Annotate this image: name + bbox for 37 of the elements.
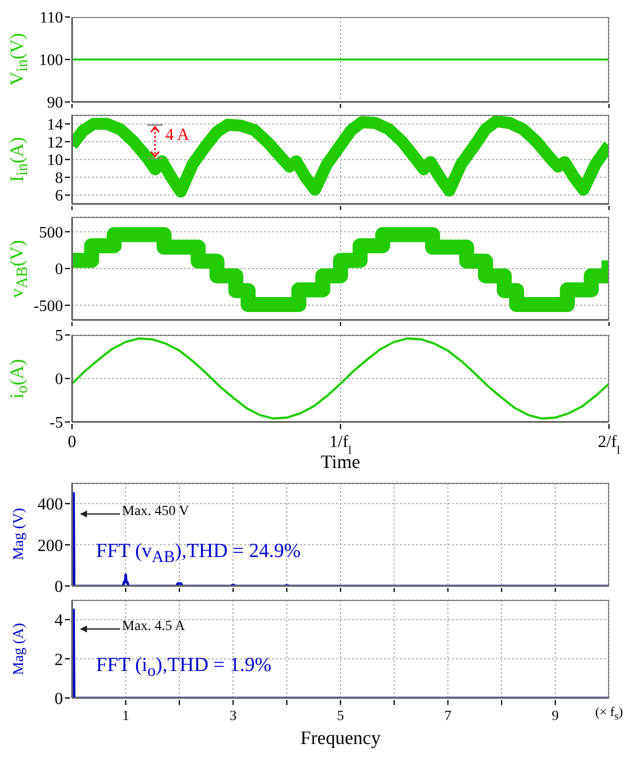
y-tick-label: 2 [54, 650, 63, 669]
annotation: 4 A [165, 124, 190, 144]
y-axis-title: Mag (V) [10, 508, 26, 561]
x-tick-label: 1 [122, 709, 130, 724]
annotation: FFT (i$_{o}$),THD = 1.9% [96, 654, 272, 681]
x-tick-label: 2/f$_{l}$ [598, 432, 621, 457]
y-tick-label: 90 [47, 94, 63, 112]
annotation: Max. 450 V [122, 504, 190, 520]
x-tick-label: 1/f$_{l}$ [329, 432, 352, 457]
y-tick-label: 0 [54, 576, 63, 596]
y-tick-label: 400 [38, 494, 63, 514]
y-tick-label: 6 [55, 188, 63, 205]
y-tick-label: -5 [50, 414, 63, 432]
y-tick-label: -500 [34, 298, 63, 315]
x-tick-label: 3 [230, 709, 237, 724]
y-tick-label: 110 [40, 10, 63, 27]
y-tick-label: 500 [39, 224, 63, 242]
annotation: FFT (v$_{AB}$),THD = 24.9% [96, 540, 301, 567]
y-tick-label: 14 [47, 116, 63, 134]
y-tick-label: 200 [38, 536, 63, 555]
y-tick-label: 10 [47, 152, 63, 170]
x-axis-title: Frequency [299, 728, 382, 750]
text: (× f$_{s}$) [595, 704, 623, 723]
y-tick-label: 12 [47, 134, 63, 152]
y-tick-label: 0 [54, 688, 63, 708]
x-tick-label: 5 [337, 709, 344, 724]
y-tick-label: 100 [39, 52, 63, 70]
y-tick-label: 8 [55, 170, 63, 187]
x-tick-label: 7 [444, 709, 452, 724]
x-tick-label: 0 [68, 432, 76, 451]
y-tick-label: 4 [54, 610, 64, 630]
y-tick-label: 0 [55, 371, 63, 388]
y-tick-label: 0 [55, 261, 63, 278]
annotation: Max. 4.5 A [122, 619, 185, 636]
y-tick-label: 5 [55, 328, 63, 345]
x-tick-label: 9 [552, 709, 559, 724]
y-axis-title: Mag (A) [10, 622, 26, 676]
